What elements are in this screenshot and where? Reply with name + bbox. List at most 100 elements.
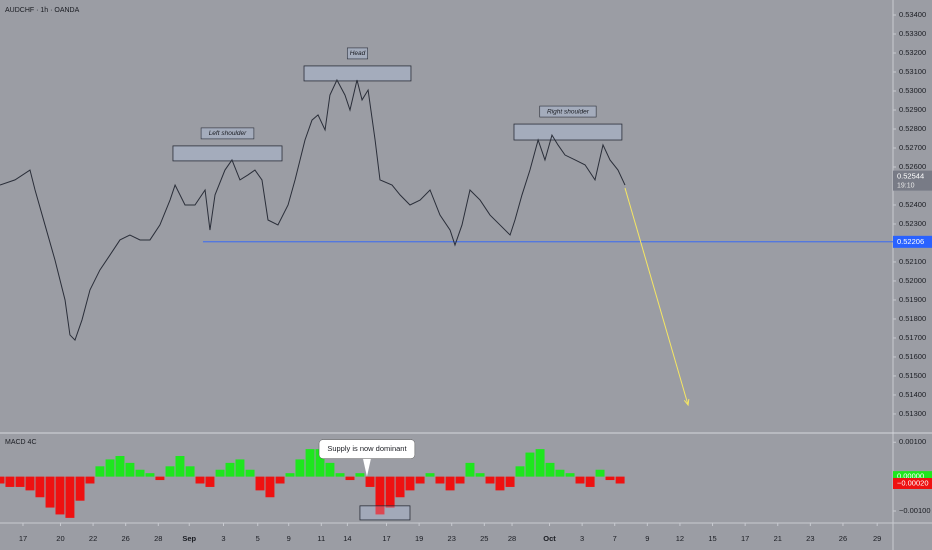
y-tick-label: 0.51400 [899,390,926,399]
x-tick-label: 17 [741,534,749,543]
x-tick-label: 28 [154,534,162,543]
zone-label: Left shoulder [209,130,247,137]
histogram-bar [185,466,195,477]
histogram-bar [175,456,185,477]
x-tick-label: Oct [543,534,556,543]
histogram-bar [605,476,615,481]
histogram-bar [245,469,255,477]
histogram-bar [65,476,75,518]
callout-pointer [362,458,371,477]
histogram-bar [485,476,495,484]
histogram-bar [325,462,335,477]
histogram-bar [475,473,485,477]
y-tick-label: 0.51600 [899,352,926,361]
x-tick-label: 9 [287,534,291,543]
histogram-bar [465,462,475,477]
x-tick-label: 14 [343,534,351,543]
x-tick-label: 26 [839,534,847,543]
pattern-zone [172,145,283,162]
histogram-bar [545,462,555,477]
histogram-bar [25,476,35,491]
x-tick-label: 15 [708,534,716,543]
arrow-head [683,399,690,407]
histogram-bar [445,476,455,491]
x-tick-label: 7 [613,534,617,543]
histogram-bar [5,476,15,487]
chart-title: AUDCHF · 1h · OANDA [5,7,80,14]
x-tick-label: 17 [382,534,390,543]
x-tick-label: 26 [122,534,130,543]
histogram-bar [615,476,625,484]
x-tick-label: 28 [508,534,516,543]
x-tick-label: 11 [317,534,325,543]
x-tick-label: 23 [806,534,814,543]
zone-label-box [346,47,368,60]
y-tick-label: 0.52900 [899,105,926,114]
x-tick-label: 3 [221,534,225,543]
x-tick-label: 12 [676,534,684,543]
zone-label-box [200,127,255,140]
x-tick-label: 22 [89,534,97,543]
histogram-bar [95,466,105,477]
histogram-bar [425,473,435,477]
histogram-bar [415,476,425,484]
histogram-bar [195,476,205,484]
histogram-bar [315,449,325,477]
y-tick-label: 0.51900 [899,295,926,304]
histogram-bar [45,476,55,508]
histogram-bar [555,469,565,477]
y-tick-label: 0.53400 [899,10,926,19]
histogram-bar [115,456,125,477]
last-price-time: 19:10 [897,182,915,189]
projection-arrow [624,187,689,406]
pattern-zone [513,123,623,141]
level-label-box [893,235,932,248]
histogram-bar [135,469,145,477]
histogram-bar [255,476,265,491]
histogram-bar [525,452,535,477]
zone-label: Head [350,50,366,57]
y-tick-label: 0.51800 [899,314,926,323]
callout-text: Supply is now dominant [327,444,407,453]
y-tick-label: 0.52600 [899,162,926,171]
histogram-bar [435,476,445,484]
value-marker-label: −0.00020 [897,478,929,487]
histogram-bar [305,449,315,477]
histogram-bar [85,476,95,484]
histogram-bar [105,459,115,477]
histogram-bar [495,476,505,491]
value-marker-box [893,478,932,489]
histogram-bar [535,449,545,477]
y-tick-label: 0.52800 [899,124,926,133]
zone-label-box [539,105,597,118]
y-tick-label: 0.52700 [899,143,926,152]
histogram-bar [55,476,65,515]
y-tick-label: 0.53200 [899,48,926,57]
histogram-bar [335,473,345,477]
y-tick-label: 0.53100 [899,67,926,76]
histogram-bar [285,473,295,477]
histogram-bar [235,459,245,477]
histogram-bar [505,476,515,487]
x-tick-label: 20 [56,534,64,543]
x-tick-label: Sep [182,534,196,543]
zone-label: Right shoulder [547,108,590,115]
price-line [0,78,626,341]
histogram-bar [75,476,85,501]
histogram-bar [345,476,355,481]
histogram-bar [405,476,415,491]
histogram-bar [375,476,385,515]
value-marker-label: 0.00000 [897,472,924,481]
histogram-bar [295,459,305,477]
x-tick-label: 3 [580,534,584,543]
y-tick-label: 0.52400 [899,200,926,209]
histogram-bar [365,476,375,487]
histogram-bar [395,476,405,498]
y-tick-label: 0.52300 [899,219,926,228]
x-tick-label: 9 [645,534,649,543]
y-tick-label: −0.00100 [899,506,931,515]
y-tick-label: 0.00100 [899,437,926,446]
x-tick-label: 17 [19,534,27,543]
histogram-bar [385,476,395,508]
